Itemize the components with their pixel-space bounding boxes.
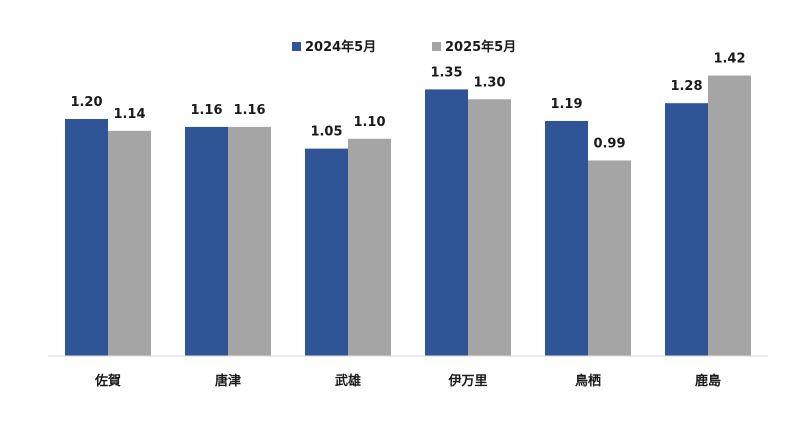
bar-0-1 (185, 126, 228, 357)
bar-1-0 (108, 130, 151, 356)
data-label-0-5: 1.28 (670, 79, 702, 94)
legend-label-2024: 2024年5月 (305, 39, 376, 55)
bar-0-4 (545, 120, 588, 356)
data-label-1-0: 1.14 (113, 107, 145, 122)
category-label-2: 武雄 (335, 373, 361, 389)
category-labels-group: 佐賀 唐津 武雄 伊万里 鳥栖 鹿島 (94, 373, 721, 389)
data-label-0-1: 1.16 (190, 103, 222, 118)
category-label-1: 唐津 (215, 373, 241, 389)
data-label-0-3: 1.35 (430, 65, 462, 80)
bar-0-0 (65, 119, 108, 356)
bar-1-1 (228, 126, 271, 357)
bar-0-2 (305, 148, 348, 356)
legend-swatch-2024 (292, 42, 301, 51)
bar-1-4 (588, 160, 631, 356)
bar-0-5 (665, 103, 708, 356)
data-label-0-4: 1.19 (550, 97, 582, 112)
bar-1-3 (468, 99, 511, 356)
category-label-4: 鳥栖 (575, 373, 601, 389)
category-label-3: 伊万里 (447, 373, 487, 389)
bar-0-3 (425, 89, 468, 356)
category-label-0: 佐賀 (94, 373, 121, 389)
data-label-1-2: 1.10 (353, 115, 385, 130)
legend-label-2025: 2025年5月 (445, 39, 516, 55)
data-label-1-5: 1.42 (713, 52, 745, 67)
category-label-5: 鹿島 (695, 373, 721, 389)
data-label-1-1: 1.16 (233, 103, 265, 118)
data-label-1-3: 1.30 (473, 75, 505, 90)
value-labels-group: 1.20 1.14 1.16 1.16 1.05 1.10 1.35 1.30 1.19 0.99… (70, 52, 745, 152)
bars-group (65, 75, 751, 357)
legend-swatch-2025 (432, 42, 441, 51)
legend: 2024年5月 2025年5月 (292, 39, 516, 55)
data-label-0-0: 1.20 (70, 95, 102, 110)
data-label-0-2: 1.05 (310, 125, 342, 140)
bar-1-2 (348, 138, 391, 356)
data-label-1-4: 0.99 (593, 136, 625, 151)
bar-1-5 (708, 75, 751, 357)
